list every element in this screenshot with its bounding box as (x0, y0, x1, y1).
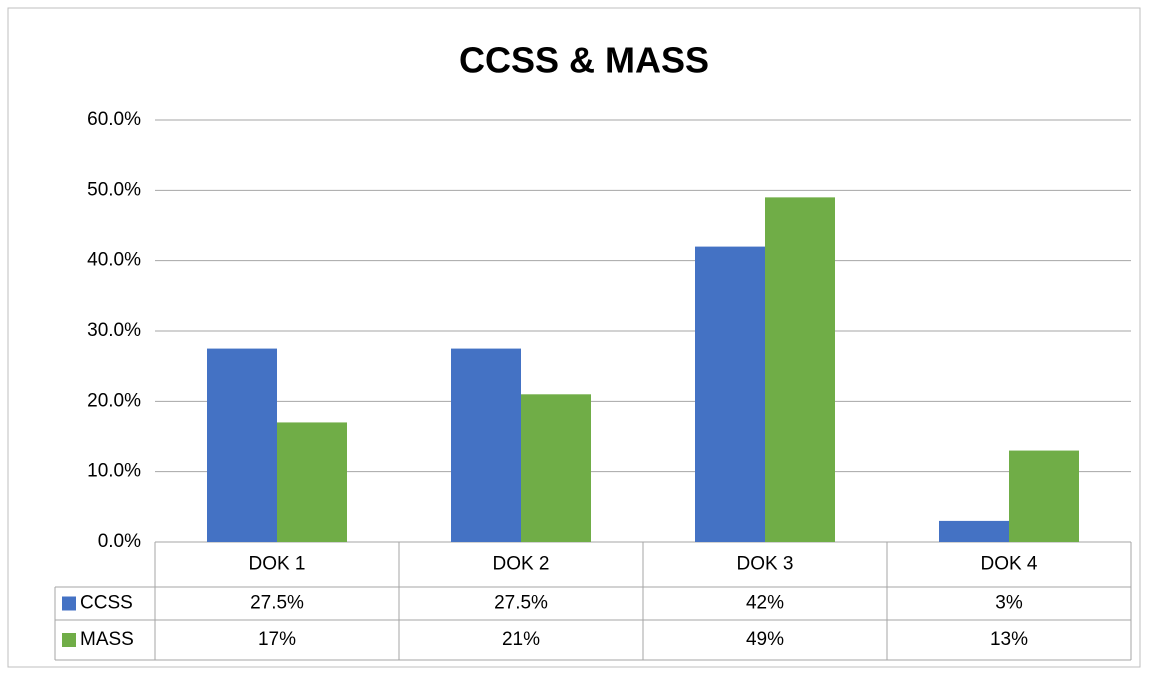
y-tick-label: 10.0% (87, 461, 141, 482)
x-tick-label: DOK 2 (492, 554, 549, 575)
bar (451, 348, 521, 542)
y-tick-label: 20.0% (87, 390, 141, 411)
legend-label: CCSS (80, 593, 133, 614)
legend-label: MASS (80, 629, 134, 650)
bar (939, 520, 1009, 542)
table-value: 21% (502, 629, 540, 650)
chart-border (7, 7, 1141, 668)
bar (207, 348, 277, 542)
y-tick-label: 60.0% (87, 109, 141, 130)
legend-key (62, 633, 76, 647)
table-value: 27.5% (494, 593, 548, 614)
table-value: 27.5% (250, 593, 304, 614)
table-value: 49% (746, 629, 784, 650)
table-value: 13% (990, 629, 1028, 650)
y-tick-label: 30.0% (87, 320, 141, 341)
y-tick-label: 0.0% (98, 531, 141, 552)
x-tick-label: DOK 3 (736, 554, 793, 575)
x-tick-label: DOK 1 (248, 554, 305, 575)
bar (277, 422, 347, 542)
table-value: 17% (258, 629, 296, 650)
x-tick-label: DOK 4 (980, 554, 1037, 575)
table-value: 42% (746, 593, 784, 614)
legend-key (62, 596, 76, 611)
y-tick-label: 50.0% (87, 179, 141, 200)
y-tick-label: 40.0% (87, 250, 141, 271)
table-value: 3% (995, 593, 1023, 614)
bar (1009, 450, 1079, 542)
chart-title: CCSS & MASS (459, 40, 709, 81)
bar (695, 246, 765, 542)
bar (765, 197, 835, 542)
bar (521, 394, 591, 542)
